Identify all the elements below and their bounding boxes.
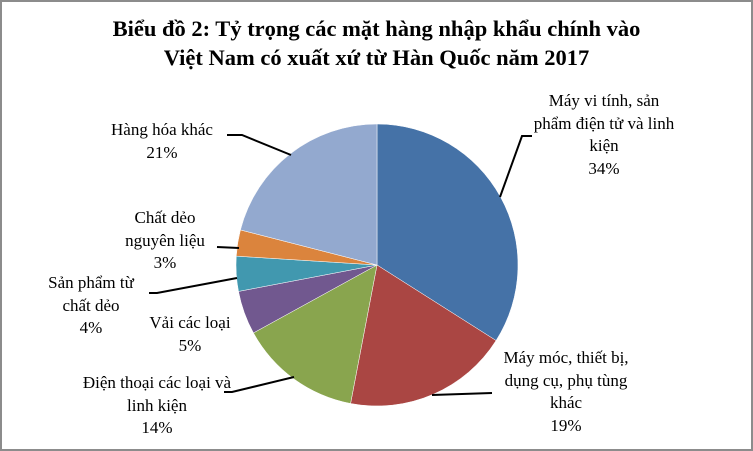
label-name: Sản phẩm từ chất dẻo <box>48 273 134 315</box>
label-name: Vải các loại <box>149 313 231 332</box>
pie-slice-2 <box>253 264 378 404</box>
data-label-other: Hàng hóa khác 21% <box>87 119 237 164</box>
label-value: 5% <box>178 335 202 355</box>
leader-line-plastic-materials <box>216 246 240 249</box>
data-label-machinery: Máy móc, thiết bị, dụng cụ, phụ tùng khá… <box>492 347 640 437</box>
title-line-1: Biểu đồ 2: Tỷ trọng các mặt hàng nhập kh… <box>112 16 641 41</box>
label-name: Chất dẻo nguyên liệu <box>125 208 205 250</box>
leader-line-machinery <box>431 392 493 396</box>
label-name: Máy vi tính, sản phẩm điện tử và linh ki… <box>533 91 675 155</box>
data-label-plastic-materials: Chất dẻo nguyên liệu 3% <box>112 207 218 275</box>
label-value: 34% <box>588 158 620 178</box>
data-label-computers: Máy vi tính, sản phẩm điện tử và linh ki… <box>529 90 679 180</box>
label-name: Hàng hóa khác <box>111 120 213 139</box>
leader-line-plastic-products <box>149 277 238 294</box>
label-name: Máy móc, thiết bị, dụng cụ, phụ tùng khá… <box>503 348 629 412</box>
leader-line-other <box>227 134 292 156</box>
label-value: 4% <box>79 318 103 337</box>
leader-line-phones <box>224 376 295 393</box>
title-line-2: Việt Nam có xuất xứ từ Hàn Quốc năm 2017 <box>163 45 590 70</box>
chart-title: Biểu đồ 2: Tỷ trọng các mặt hàng nhập kh… <box>2 14 751 72</box>
data-label-phones: Điện thoại các loại và linh kiện 14% <box>82 372 232 440</box>
pie-slice-6 <box>240 123 378 266</box>
label-value: 3% <box>153 253 177 272</box>
label-value: 19% <box>550 415 582 435</box>
label-name: Điện thoại các loại và linh kiện <box>82 373 232 415</box>
label-value: 21% <box>146 142 178 162</box>
data-label-fabrics: Vải các loại 5% <box>135 312 245 357</box>
data-label-plastic-products: Sản phẩm từ chất dẻo 4% <box>35 272 147 340</box>
leader-line-computers <box>499 135 532 198</box>
label-value: 14% <box>141 418 173 437</box>
